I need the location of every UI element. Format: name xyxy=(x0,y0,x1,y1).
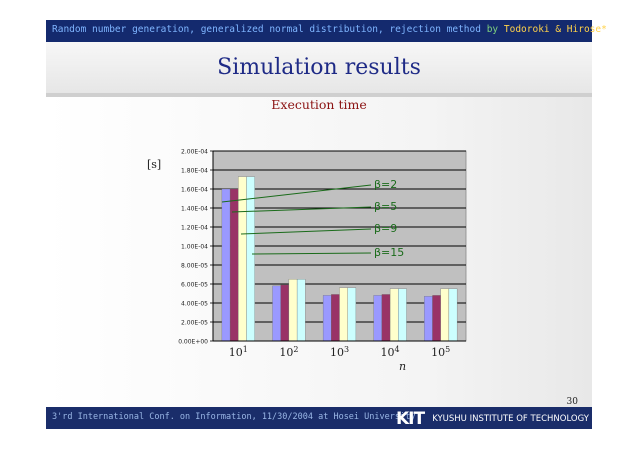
y-tick-label: 0.00E+00 xyxy=(178,339,208,346)
chart-title: Execution time xyxy=(271,97,367,112)
conference-text: 3'rd International Conf. on Information,… xyxy=(52,412,416,422)
x-tick-label: 105 xyxy=(431,345,450,359)
bar xyxy=(288,279,298,342)
bar xyxy=(389,288,399,342)
series-leader-line xyxy=(231,206,372,213)
bar xyxy=(331,294,340,342)
y-tick-label: 2.00E-04 xyxy=(181,149,208,156)
y-tick-label: 1.20E-04 xyxy=(181,225,208,232)
bar xyxy=(221,188,231,342)
y-tick-label: 6.00E-05 xyxy=(181,282,208,289)
bar xyxy=(272,285,281,342)
x-tick-label: 101 xyxy=(229,345,248,359)
y-tick-label: 1.60E-04 xyxy=(181,187,208,194)
slide-number: 30 xyxy=(566,397,578,407)
series-leader-line xyxy=(221,184,372,203)
bar xyxy=(398,288,407,342)
header-topic: Random number generation, generalized no… xyxy=(52,24,481,35)
bar xyxy=(280,284,290,342)
title-divider xyxy=(46,93,592,97)
x-tick-label: 102 xyxy=(279,345,298,359)
y-tick-label: 4.00E-05 xyxy=(181,301,208,308)
header-text: Random number generation, generalized no… xyxy=(52,24,607,35)
bar xyxy=(432,295,441,342)
logo-mark: KIT xyxy=(396,409,425,429)
header-bar: Random number generation, generalized no… xyxy=(46,20,607,42)
y-tick-label: 1.00E-04 xyxy=(181,244,208,251)
bar xyxy=(448,288,458,342)
x-tick-label: 104 xyxy=(381,345,400,359)
kit-logo: KIT KYUSHU INSTITUTE OF TECHNOLOGY xyxy=(396,409,589,429)
x-tick-label: 103 xyxy=(330,345,349,359)
page-title: Simulation results xyxy=(217,55,421,80)
y-tick-label: 1.80E-04 xyxy=(181,168,208,175)
series-leader-line xyxy=(240,228,372,235)
y-tick-label: 1.40E-04 xyxy=(181,206,208,213)
y-tick-label: 8.00E-05 xyxy=(181,263,208,270)
series-leader-line xyxy=(251,252,372,255)
bar xyxy=(347,287,357,342)
series-label: β=15 xyxy=(374,246,404,259)
bar xyxy=(373,295,383,342)
header-authors: Todoroki & Hirose* xyxy=(503,24,607,35)
series-label: β=9 xyxy=(374,222,397,235)
series-label: β=5 xyxy=(374,200,397,213)
bar xyxy=(246,176,255,342)
bar xyxy=(440,288,450,342)
bar xyxy=(339,287,348,342)
header-by: by xyxy=(486,24,499,35)
logo-name: KYUSHU INSTITUTE OF TECHNOLOGY xyxy=(432,414,589,424)
bar xyxy=(424,296,433,342)
series-label: β=2 xyxy=(374,178,397,191)
footer-bar: 3'rd International Conf. on Information,… xyxy=(46,407,592,429)
x-axis-label: n xyxy=(399,360,406,373)
title-band: Simulation results xyxy=(46,42,592,97)
bar xyxy=(238,176,247,342)
bar xyxy=(322,295,332,342)
slide-body: Execution time 30 xyxy=(46,97,592,407)
bar xyxy=(296,279,306,342)
bar xyxy=(381,294,391,342)
y-tick-label: 2.00E-05 xyxy=(181,320,208,327)
y-axis-label: [s] xyxy=(147,158,161,171)
